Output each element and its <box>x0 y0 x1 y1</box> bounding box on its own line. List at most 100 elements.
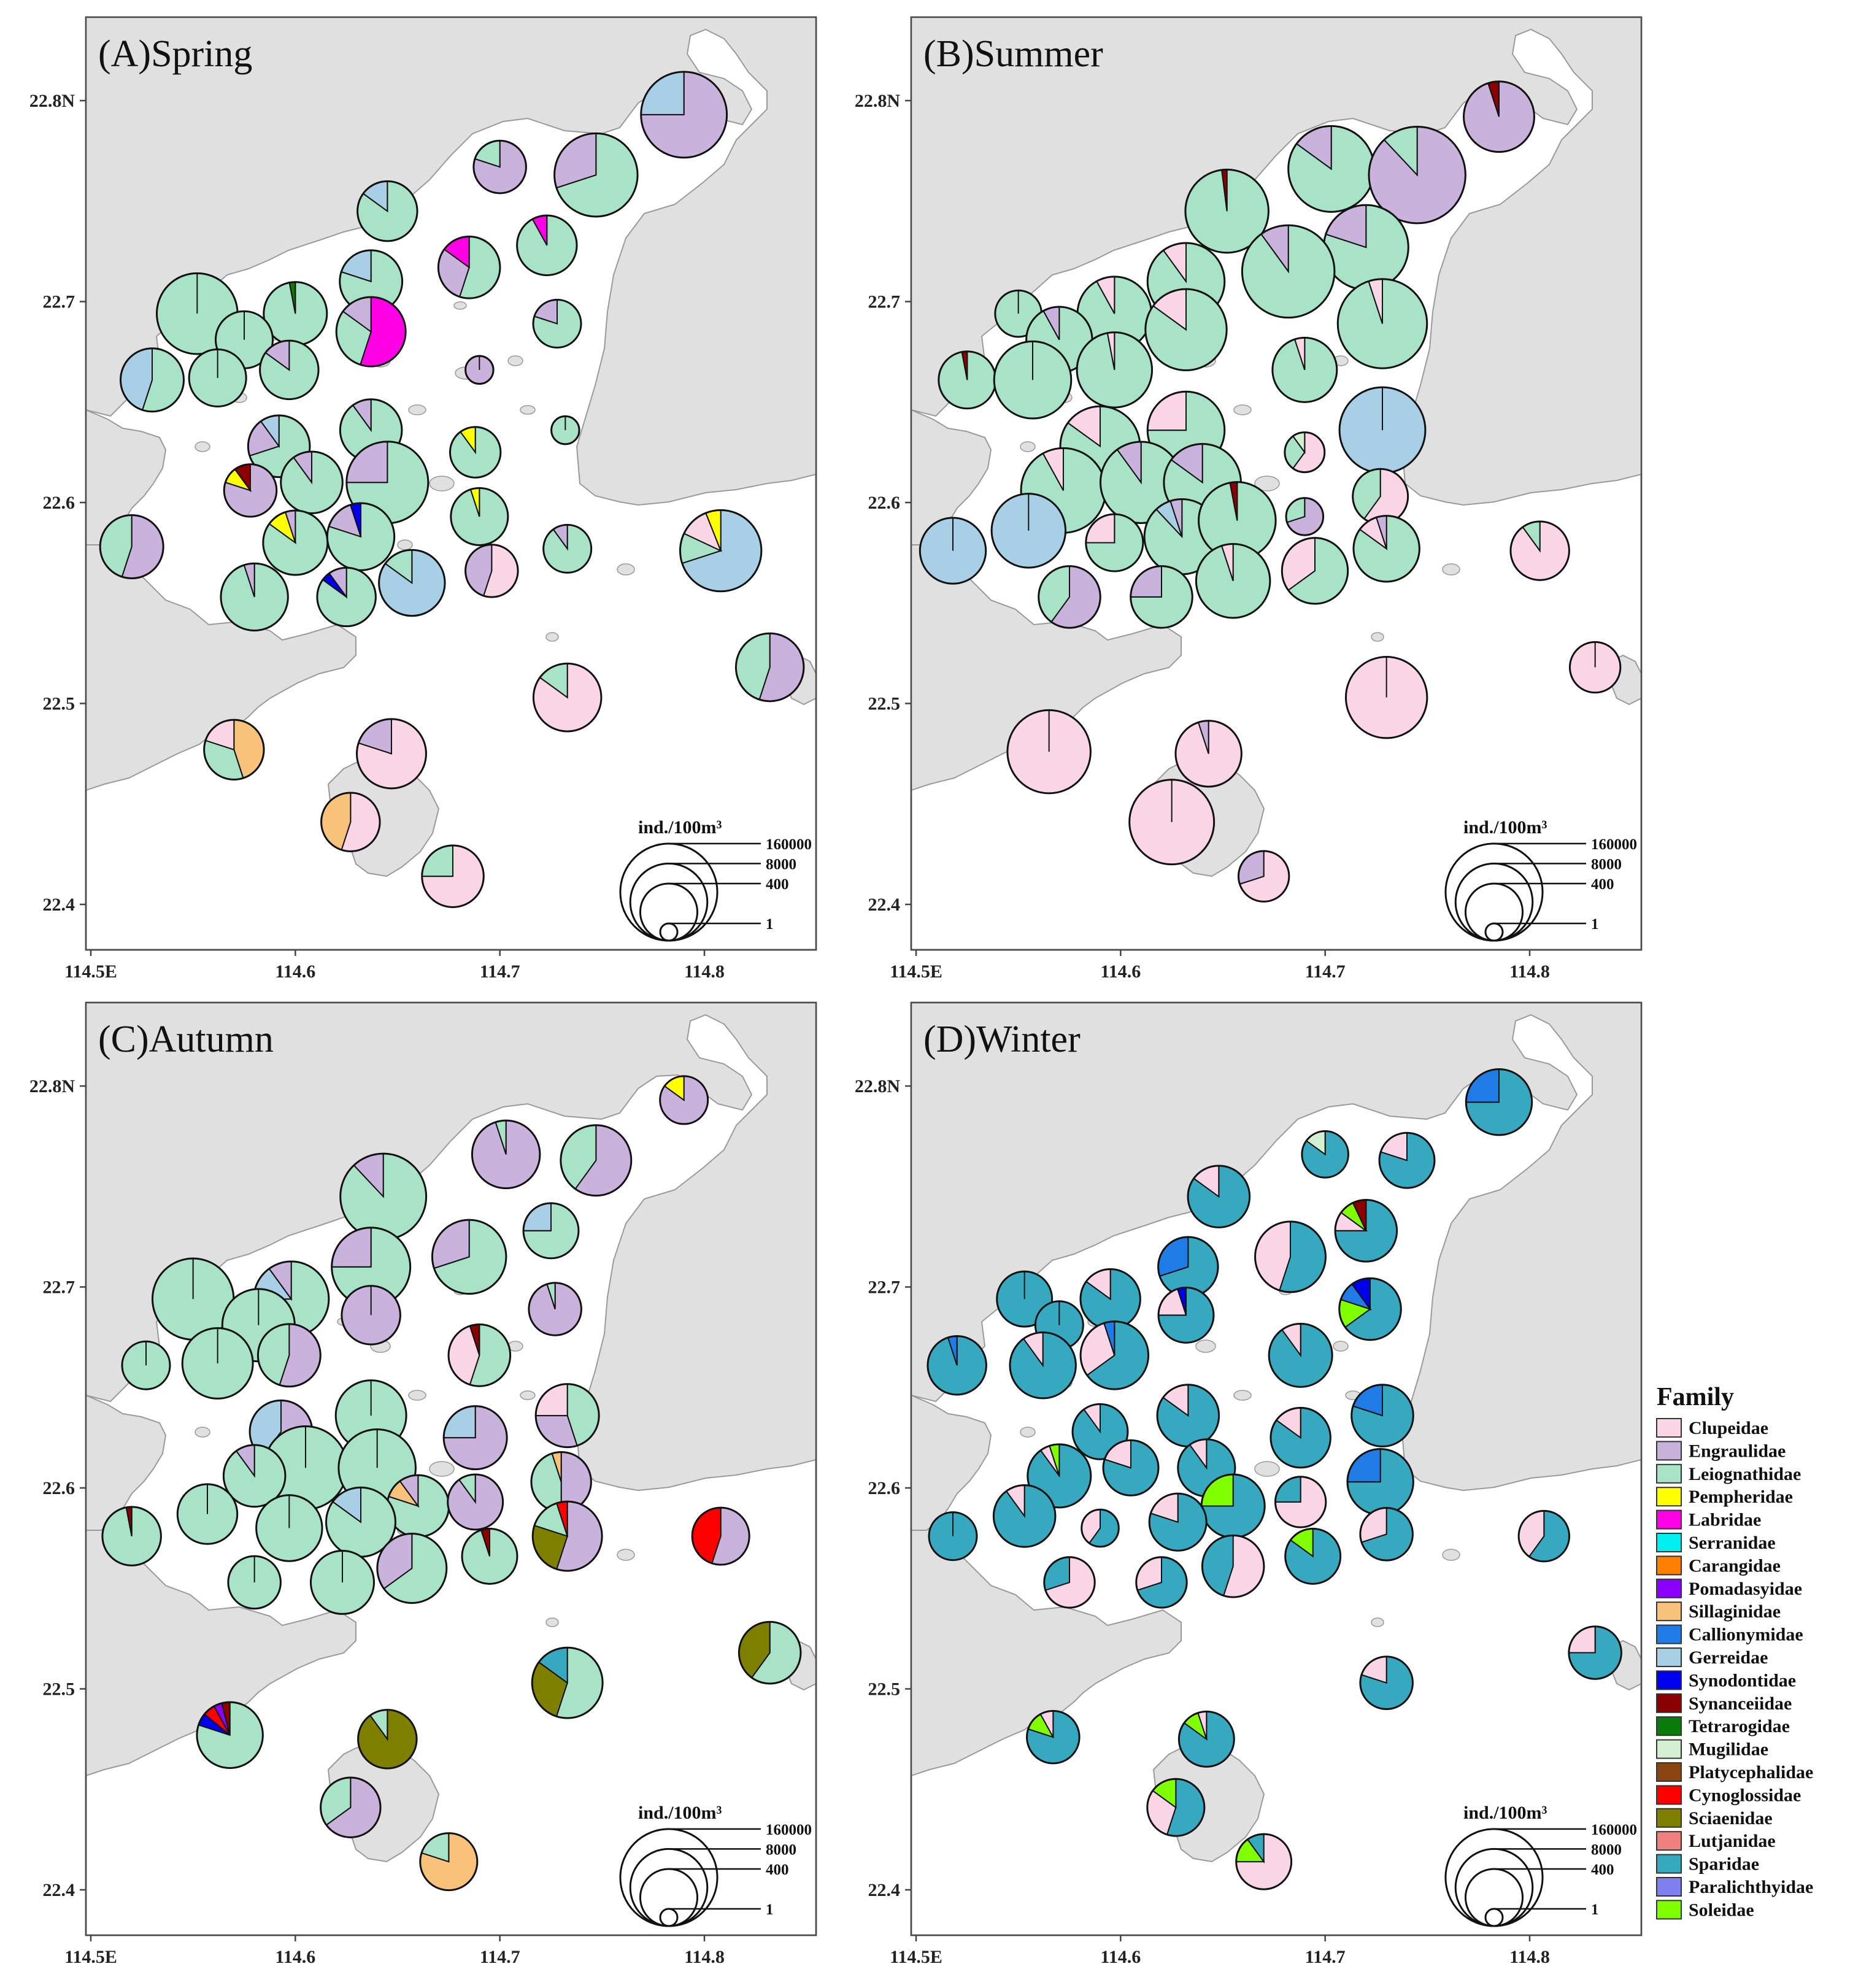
islet <box>408 1390 426 1401</box>
station-pie <box>1568 1625 1622 1680</box>
map-panels: (A)Spring 22.8N 22.7 22.6 22.5 22.4 114.5E 114.… <box>29 16 1643 1967</box>
station-pies <box>927 1068 1622 1890</box>
islet <box>1442 1549 1460 1561</box>
pie-outline <box>419 1832 479 1892</box>
pie-outline <box>1509 520 1570 581</box>
legend-label: Leiognathidae <box>1689 1464 1801 1484</box>
station-pie <box>516 214 578 277</box>
islet <box>429 1461 455 1477</box>
pie-outline <box>1043 1556 1096 1609</box>
lon-tick-label: 114.5E <box>890 1947 942 1967</box>
legend-swatch <box>1656 1487 1682 1507</box>
islet <box>1233 1390 1252 1401</box>
lat-tick-label: 22.7 <box>43 292 75 312</box>
islet <box>1254 1461 1280 1477</box>
pie-outline <box>1174 720 1243 788</box>
station-pie <box>378 549 446 617</box>
land-mass <box>86 1003 816 1492</box>
size-legend-title: ind./100m³ <box>1463 817 1547 838</box>
pie-outline <box>121 1340 171 1390</box>
pie-outline <box>280 450 344 515</box>
pie-outline <box>1102 1439 1160 1497</box>
pie-outline <box>1235 1833 1293 1890</box>
islet <box>520 1390 536 1400</box>
lat-tick-label: 22.6 <box>43 1478 75 1498</box>
legend-item: Pomadasyidae <box>1656 1578 1802 1599</box>
legend-item: Cynoglossidae <box>1656 1785 1801 1805</box>
lon-tick-label: 114.5E <box>64 961 117 982</box>
station-pie <box>222 1444 287 1508</box>
station-pie <box>1350 1384 1414 1447</box>
station-pie <box>550 415 580 445</box>
station-pie <box>464 355 495 385</box>
pie-outline <box>256 1323 322 1388</box>
pie-outline <box>1157 1286 1215 1344</box>
pie-outline <box>1076 331 1154 409</box>
station-pie <box>1284 431 1326 474</box>
legend-label: Engraulidae <box>1689 1441 1786 1461</box>
legend-label: Synanceiidae <box>1689 1693 1792 1714</box>
station-pie <box>1509 520 1570 581</box>
pie-outline <box>1465 1068 1533 1136</box>
station-pie <box>1135 1556 1188 1609</box>
pie-outline <box>1071 1403 1129 1460</box>
station-pie <box>1241 224 1336 319</box>
station-pie <box>1268 1322 1333 1388</box>
pie-outline <box>1359 1655 1414 1710</box>
legend-item: Clupeidae <box>1656 1418 1768 1438</box>
pie-outline <box>101 1506 162 1566</box>
station-pie <box>1156 1384 1220 1447</box>
land-mass <box>911 489 1182 792</box>
station-pie <box>1079 1268 1141 1330</box>
size-legend-label: 1 <box>1591 916 1599 933</box>
station-pie <box>1463 80 1535 153</box>
station-pie <box>447 1323 512 1387</box>
pie-outline <box>447 1323 512 1387</box>
station-pie <box>356 180 418 242</box>
pie-outline <box>320 1776 382 1838</box>
islet <box>1195 1339 1216 1353</box>
size-legend-label: 8000 <box>1591 1841 1622 1858</box>
station-pie <box>310 1549 375 1615</box>
size-legend-label: 1 <box>766 1901 774 1918</box>
size-legend: ind./100m³ 160000 8000 400 1 <box>619 1803 812 1927</box>
lat-tick-label: 22.4 <box>868 1880 901 1900</box>
pie-outline <box>1201 1534 1265 1598</box>
station-pie <box>534 1383 600 1449</box>
pie-outline <box>471 1119 541 1190</box>
legend-swatch <box>1656 1624 1682 1644</box>
station-pie <box>1344 655 1428 739</box>
pie-outline <box>1187 1165 1251 1228</box>
pie-outline <box>1135 1556 1188 1609</box>
size-legend-label: 400 <box>1591 1862 1614 1878</box>
station-pie <box>450 487 509 546</box>
station-pie <box>1346 1447 1414 1516</box>
station-pie <box>532 662 603 733</box>
station-pie <box>1184 168 1270 254</box>
map-border <box>910 1001 1643 1936</box>
station-pie <box>1130 565 1193 629</box>
station-pie <box>1237 850 1290 903</box>
lat-tick-label: 22.4 <box>868 895 901 915</box>
pie-outline <box>1009 1331 1077 1400</box>
lon-tick-label: 114.6 <box>275 1947 315 1967</box>
station-pie <box>176 1483 239 1545</box>
legend-swatch <box>1656 1900 1682 1920</box>
pie-outline <box>1368 125 1466 225</box>
station-pie <box>553 132 639 218</box>
pie-outline <box>1463 80 1535 153</box>
station-pie <box>1085 513 1144 572</box>
legend-label: Sillaginidae <box>1689 1601 1781 1622</box>
station-pie <box>531 1500 603 1572</box>
pie-outline <box>449 426 502 479</box>
pie-outline <box>220 562 289 632</box>
islet <box>520 405 536 415</box>
size-legend: ind./100m³ 160000 8000 400 1 <box>1444 817 1637 942</box>
land-mass <box>911 1003 1641 1492</box>
legend-item: Engraulidae <box>1656 1441 1786 1461</box>
pie-outline <box>1081 1508 1120 1548</box>
pie-outline <box>378 549 446 617</box>
station-pie <box>1359 1507 1414 1562</box>
station-pie <box>1102 1439 1160 1497</box>
